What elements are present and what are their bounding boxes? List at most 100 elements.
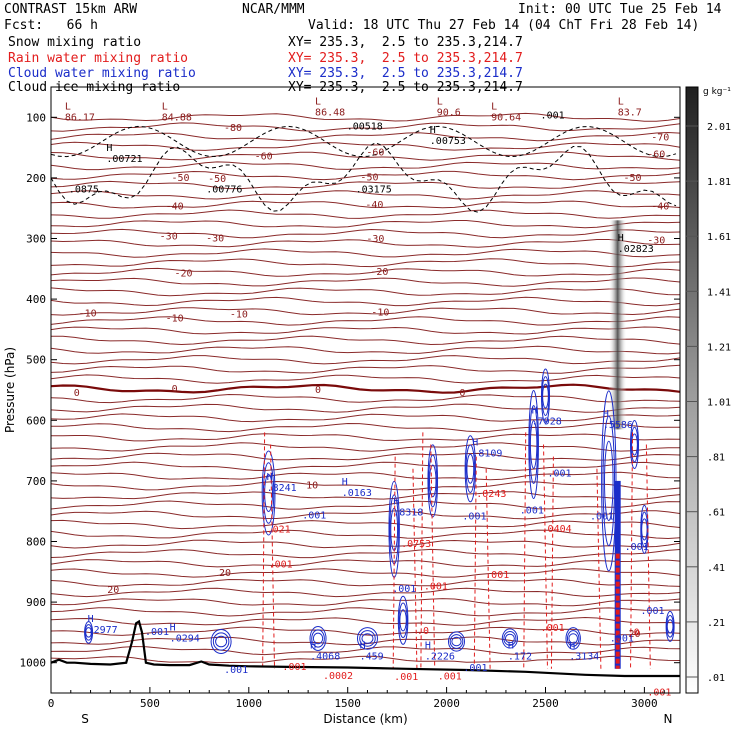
extremum-value: 84.88 [162, 112, 192, 123]
isotherm-line [51, 452, 680, 461]
cloud-water-contour [359, 630, 376, 647]
extremum-value: .172 [508, 652, 532, 663]
contour-value-label: .001 [590, 512, 614, 523]
y-tick-label: 800 [26, 536, 46, 549]
isotherm-line [51, 335, 680, 346]
extremum-letter: H [472, 438, 478, 449]
isotherm-line [51, 122, 680, 132]
rain-water-contour [412, 468, 418, 669]
extremum-value: 86.48 [315, 107, 345, 118]
cloud-water-contour [542, 383, 549, 409]
contour-value-label: .0404 [542, 524, 572, 535]
cloud-water-contour [451, 636, 462, 647]
extremum-letter: H [532, 406, 538, 417]
cloud-water-contour [466, 453, 475, 484]
extremum-letter: H [618, 233, 624, 244]
contour-value-label: .001 [541, 623, 565, 634]
isotherm-line [51, 626, 680, 636]
cloud-water-contour [84, 621, 94, 644]
extremum-letter: H [425, 641, 431, 652]
isotherm-line [51, 491, 680, 501]
cloud-water-contour [399, 609, 407, 632]
isotherm-line [51, 655, 680, 664]
y-tick-label: 400 [26, 293, 46, 306]
isotherm-line [51, 461, 680, 472]
isotherm-line [51, 433, 680, 442]
extremum-value: .2977 [88, 625, 118, 636]
contour-value-label: .001 [282, 662, 306, 673]
isotherm-label: 10 [306, 481, 318, 492]
isotherm-line [51, 403, 680, 413]
cloud-water-contour [447, 631, 465, 652]
ice-dashed-contour [51, 142, 677, 213]
isotherm-line [51, 267, 680, 277]
extremum-value: .00776 [206, 184, 242, 195]
cloud-water-contour [641, 518, 648, 541]
isotherm-label: -30 [647, 235, 665, 246]
isotherm-line [51, 616, 680, 626]
cloud-water-contour [503, 631, 517, 646]
isotherm-label: -10 [230, 309, 248, 320]
extremum-value: .8318 [393, 507, 423, 518]
isotherm-label: -60 [366, 147, 384, 158]
isotherm-line [51, 220, 680, 229]
isotherm-label: -50 [172, 173, 190, 184]
cloud-water-contour [540, 368, 550, 424]
cloud-water-contour [666, 619, 674, 634]
isotherm-line [51, 131, 680, 142]
cloud-water-contour [529, 420, 538, 469]
extremum-value: .0294 [170, 633, 200, 644]
extremum-value: .3134 [569, 652, 599, 663]
isotherm-label: -30 [160, 232, 178, 243]
extremum-letter: L [162, 101, 168, 112]
isotherm-line [51, 200, 680, 209]
cloud-water-contour [630, 420, 640, 470]
cloud-water-contour [210, 628, 232, 654]
extremum-value: 90.6 [437, 107, 461, 118]
isotherm-line [51, 277, 680, 287]
isotherm-label: -60 [255, 152, 273, 163]
cloud-water-contour [264, 474, 274, 512]
cloud-water-contour [504, 633, 515, 644]
x-tick-label: 0 [48, 697, 55, 710]
contour-value-label: .001 [224, 665, 248, 676]
contour-value-label: .001 [269, 560, 293, 571]
isotherm-label: -40 [365, 200, 383, 211]
y-tick-label: 900 [26, 596, 46, 609]
isotherm-line [51, 519, 680, 530]
extremum-letter: H [393, 496, 399, 507]
isotherm-label: -40 [651, 201, 669, 212]
colorbar-label: 1.41 [707, 287, 731, 298]
isotherm-line [51, 500, 680, 510]
terrain-line [51, 619, 680, 678]
isotherm-line [51, 161, 680, 171]
valid-time: Valid: 18 UTC Thu 27 Feb 14 (04 ChT Fri … [308, 18, 700, 33]
snow-plume [608, 220, 627, 430]
colorbar-label: 1.21 [707, 342, 731, 353]
y-tick-label: 200 [26, 172, 46, 185]
contour-value-label: .021 [267, 524, 291, 535]
colorbar-label: 1.81 [707, 177, 731, 188]
cloud-water-contour [356, 627, 378, 650]
y-tick-label: 700 [26, 475, 46, 488]
contour-value-label: .001 [625, 542, 649, 553]
contour-value-label: .0 [417, 626, 429, 637]
isotherm-label: -70 [651, 132, 669, 143]
extremum-letter: H [88, 614, 94, 625]
isotherm-label: -20 [174, 269, 192, 280]
contour-value-label: .001 [547, 469, 571, 480]
extremum-value: .2226 [425, 652, 455, 663]
extremum-value: .001 [541, 110, 565, 121]
rain-water-contour [485, 468, 491, 669]
contour-value-label: .001 [302, 510, 326, 521]
isotherm-line [51, 326, 680, 335]
isotherm-line [51, 607, 680, 617]
cloud-water-contour [84, 624, 93, 641]
y-tick-label: 300 [26, 233, 46, 246]
cloud-water-contour [85, 627, 92, 638]
isotherm-line [51, 248, 680, 258]
field-xy-cloud-water: XY= 235.3, 2.5 to 235.3,214.7 [288, 66, 523, 81]
forecast-hour: Fcst: 66 h [4, 18, 98, 33]
isotherm-label: -40 [166, 201, 184, 212]
extremum-value: .00518 [347, 121, 383, 132]
